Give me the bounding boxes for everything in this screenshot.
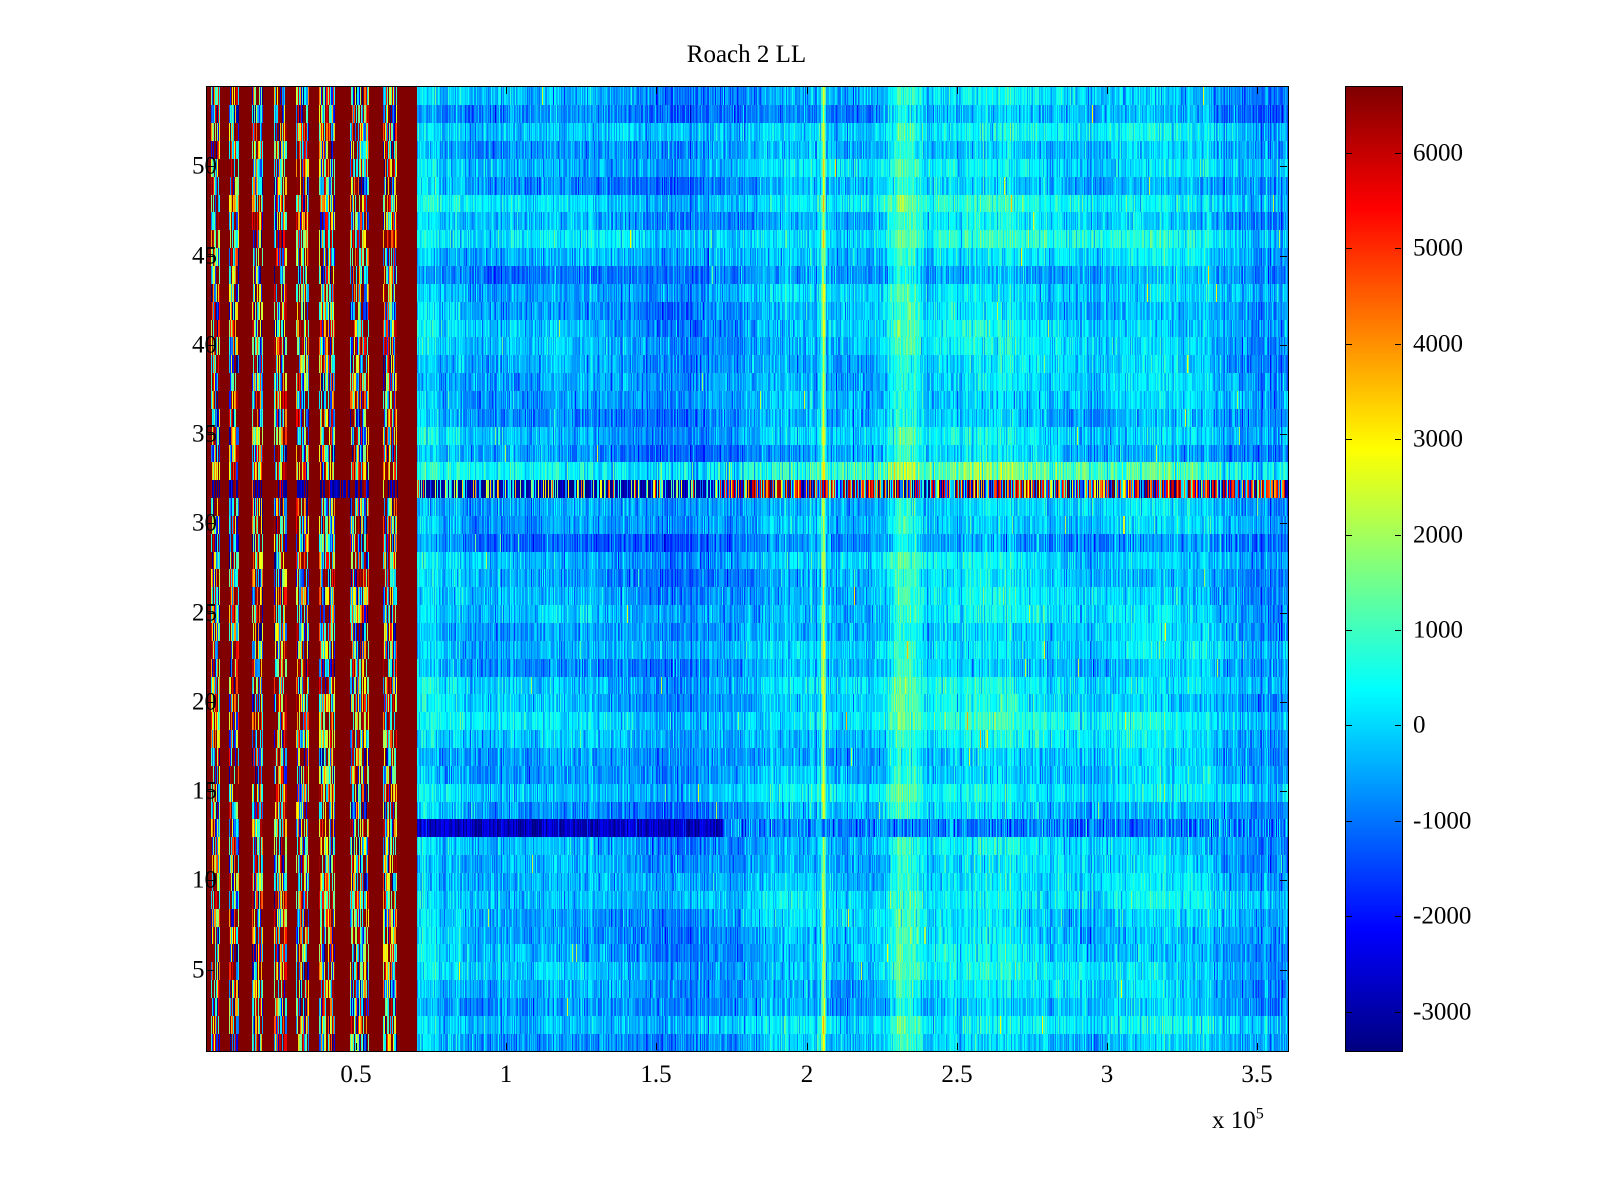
colorbar-tick-label: -2000 xyxy=(1413,902,1472,930)
y-axis-tick xyxy=(207,345,214,346)
heatmap-axes[interactable] xyxy=(206,86,1289,1052)
colorbar-tick xyxy=(1395,439,1401,440)
x-axis-tick xyxy=(807,1043,808,1050)
colorbar-tick xyxy=(1395,535,1401,536)
colorbar-tick-label: 5000 xyxy=(1413,234,1463,262)
colorbar-tick-label: 1000 xyxy=(1413,616,1463,644)
x-axis-tick xyxy=(957,1043,958,1050)
x-axis-tick xyxy=(506,1043,507,1050)
colorbar-tick xyxy=(1346,248,1352,249)
y-axis-tick xyxy=(207,166,214,167)
colorbar-tick-label: 3000 xyxy=(1413,425,1463,453)
y-axis-tick xyxy=(207,791,214,792)
x-axis-tick-label: 3.5 xyxy=(1241,1061,1273,1088)
x-axis-exponent-label: x 105 xyxy=(1212,1105,1264,1134)
colorbar-tick xyxy=(1346,725,1352,726)
x-axis-tick-label: 1 xyxy=(499,1061,513,1088)
y-axis-tick xyxy=(207,523,214,524)
y-axis-tick xyxy=(1280,256,1287,257)
colorbar-tick xyxy=(1395,248,1401,249)
x-axis-tick xyxy=(957,87,958,94)
y-axis-tick xyxy=(207,256,214,257)
x-axis-tick-label: 2 xyxy=(800,1061,814,1088)
colorbar-tick xyxy=(1346,1012,1352,1013)
y-axis-tick xyxy=(1280,702,1287,703)
colorbar-tick-label: -3000 xyxy=(1413,998,1472,1026)
y-axis-tick xyxy=(1280,523,1287,524)
x-axis-tick xyxy=(1107,87,1108,94)
y-axis-tick xyxy=(207,880,214,881)
colorbar-tick xyxy=(1346,153,1352,154)
x-axis-tick xyxy=(356,1043,357,1050)
y-axis-tick xyxy=(207,613,214,614)
colorbar-tick-label: 4000 xyxy=(1413,330,1463,358)
colorbar[interactable] xyxy=(1345,86,1403,1052)
x-axis-tick xyxy=(506,87,507,94)
x-axis-tick-label: 3 xyxy=(1100,1061,1114,1088)
x-axis-tick-label: 0.5 xyxy=(340,1061,372,1088)
x-exponent-base: x 10 xyxy=(1212,1107,1256,1134)
y-axis-tick xyxy=(207,970,214,971)
y-axis-tick xyxy=(1280,613,1287,614)
x-axis-tick xyxy=(807,87,808,94)
colorbar-tick-label: -1000 xyxy=(1413,807,1472,835)
colorbar-tick-label: 2000 xyxy=(1413,521,1463,549)
x-axis-tick xyxy=(656,87,657,94)
colorbar-tick xyxy=(1395,153,1401,154)
x-axis-tick xyxy=(356,87,357,94)
colorbar-tick-label: 0 xyxy=(1413,711,1426,739)
y-axis-tick xyxy=(1280,791,1287,792)
colorbar-tick xyxy=(1395,916,1401,917)
colorbar-tick xyxy=(1346,821,1352,822)
y-axis-tick xyxy=(207,702,214,703)
y-axis-tick xyxy=(1280,345,1287,346)
colorbar-tick xyxy=(1395,344,1401,345)
colorbar-tick xyxy=(1346,344,1352,345)
colorbar-tick xyxy=(1395,821,1401,822)
colorbar-tick xyxy=(1346,535,1352,536)
x-axis-tick xyxy=(1257,87,1258,94)
y-axis-tick xyxy=(1280,434,1287,435)
y-axis-tick xyxy=(1280,166,1287,167)
colorbar-tick xyxy=(1346,439,1352,440)
colorbar-tick xyxy=(1346,630,1352,631)
y-axis-tick xyxy=(1280,880,1287,881)
heatmap-image[interactable] xyxy=(207,87,1288,1051)
colorbar-tick xyxy=(1346,916,1352,917)
x-exponent-power: 5 xyxy=(1255,1105,1264,1123)
x-axis-tick-label: 2.5 xyxy=(941,1061,973,1088)
x-axis-tick xyxy=(656,1043,657,1050)
colorbar-tick xyxy=(1395,725,1401,726)
x-axis-tick-label: 1.5 xyxy=(640,1061,672,1088)
page-title: Roach 2 LL xyxy=(686,41,807,68)
x-axis-tick xyxy=(1257,1043,1258,1050)
x-axis-tick xyxy=(1107,1043,1108,1050)
colorbar-tick-label: 6000 xyxy=(1413,139,1463,167)
y-axis-tick xyxy=(1280,970,1287,971)
y-axis-tick xyxy=(207,434,214,435)
colorbar-tick xyxy=(1395,630,1401,631)
colorbar-tick xyxy=(1395,1012,1401,1013)
colorbar-gradient xyxy=(1346,87,1402,1051)
